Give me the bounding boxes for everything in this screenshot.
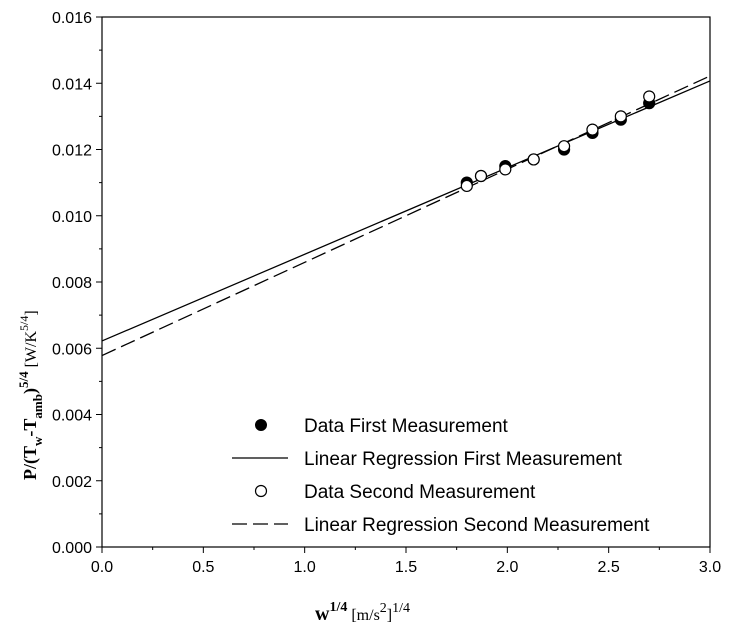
legend-marker-second-data (254, 484, 268, 498)
y-tick-label: 0.002 (52, 474, 92, 491)
data-point-second (527, 153, 540, 166)
y-axis-title: P/(Tw-Tamb)5/4 [W/K5/4] (16, 310, 45, 480)
legend-label-second-regression: Linear Regression Second Measurement (304, 515, 650, 536)
x-tick-label: 2.0 (496, 559, 518, 576)
y-tick-label: 0.008 (52, 275, 92, 292)
y-tick-label: 0.004 (52, 408, 92, 425)
x-tick-label: 3.0 (699, 559, 721, 576)
y-tick-label: 0.014 (52, 76, 92, 93)
x-tick-label: 1.5 (395, 559, 417, 576)
regression-line-first (101, 80, 711, 342)
legend-label-first-data: Data First Measurement (304, 416, 509, 437)
data-point-second (586, 123, 599, 136)
y-tick-label: 0.012 (52, 143, 92, 160)
legend-label-first-regression: Linear Regression First Measurement (304, 449, 623, 470)
data-point-second (499, 163, 512, 176)
x-tick-label: 0.5 (192, 559, 214, 576)
axis-ticks: 0.0 0.5 1.0 1.5 2.0 2.5 3.0 0.000 0.002 0.004 0.00… (52, 10, 721, 576)
data-point-second (614, 110, 627, 123)
x-tick-label: 1.0 (294, 559, 316, 576)
x-tick-label: 0.0 (91, 559, 113, 576)
legend: Data First Measurement Linear Regression… (232, 416, 650, 536)
y-tick-label: 0.006 (52, 341, 92, 358)
x-axis-title: w1/4 [m/s2]1/4 (315, 600, 410, 625)
y-tick-label: 0.000 (52, 540, 92, 557)
data-point-second (643, 90, 656, 103)
data-point-second (474, 169, 488, 183)
series-layer (101, 75, 711, 357)
data-point-second (460, 179, 473, 193)
data-point-second (557, 140, 571, 153)
x-tick-label: 2.5 (598, 559, 620, 576)
y-tick-label: 0.010 (52, 209, 92, 226)
legend-label-second-data: Data Second Measurement (304, 482, 536, 503)
regression-line-second (101, 75, 711, 357)
legend-marker-first-data (255, 419, 267, 431)
y-tick-label: 0.016 (52, 10, 92, 27)
